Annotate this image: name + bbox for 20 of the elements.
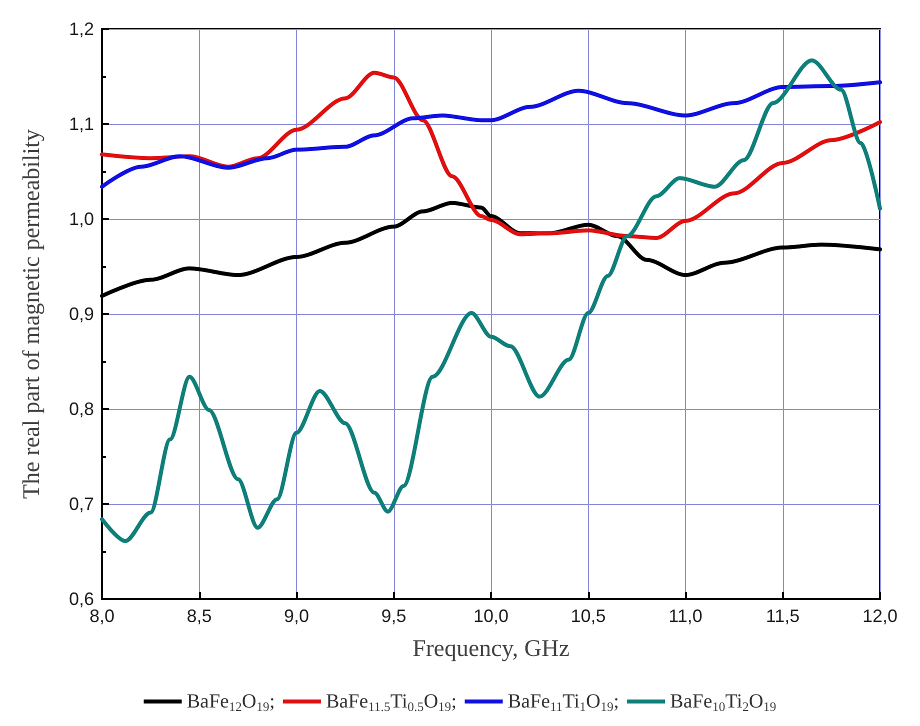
x-tick-label: 11,0: [668, 606, 702, 626]
y-tick-label: 1,2: [68, 19, 94, 39]
line-series: [100, 58, 882, 544]
y-tick-label: 1,0: [68, 209, 94, 229]
x-tick-label: 8,0: [89, 606, 115, 626]
x-tick-label: 10,5: [570, 606, 606, 626]
x-tick-label: 8,5: [186, 606, 212, 626]
x-tick-label: 10,0: [473, 606, 509, 626]
x-tick-label: 9,5: [381, 606, 406, 626]
x-axis-title: Frequency, GHz: [412, 636, 570, 662]
y-tick-label: 1,1: [68, 114, 94, 134]
y-tick-label: 0,9: [68, 304, 94, 324]
y-tick-label: 0,8: [68, 399, 94, 419]
y-tick-label: 0,6: [68, 589, 94, 609]
x-tick-label: 11,5: [766, 606, 800, 626]
line-series: [100, 80, 882, 189]
x-tick-label: 9,0: [284, 606, 310, 626]
y-tick-label: 0,7: [68, 494, 94, 514]
y-axis-title: The real part of magnetic permeability: [19, 129, 45, 499]
x-tick-label: 12,0: [862, 606, 898, 626]
